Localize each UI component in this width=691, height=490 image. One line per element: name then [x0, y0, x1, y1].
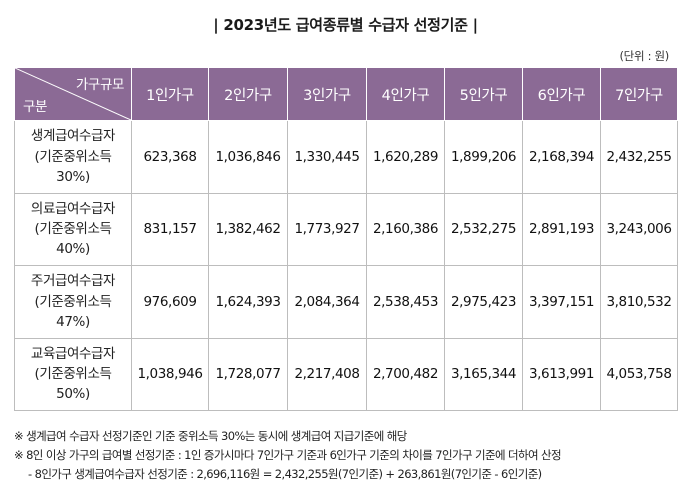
- category-label: 구분: [23, 99, 48, 115]
- value-cell: 4,053,758: [600, 337, 678, 411]
- row-label-line: 생계급여수급자: [30, 128, 116, 145]
- value-cell: 2,160,386: [366, 192, 445, 266]
- footnotes: ※ 생계급여 수급자 선정기준인 기준 중위소득 30%는 동시에 생계급여 지…: [14, 427, 684, 484]
- value-cell: 1,620,289: [366, 120, 445, 194]
- table-row: 교육급여수급자 (기준중위소득 50%) 1,038,946 1,728,077…: [14, 337, 678, 411]
- value-cell: 2,975,423: [444, 265, 523, 339]
- page-title: | 2023년도 급여종류별 수급자 선정기준 |: [213, 16, 478, 34]
- value-cell: 1,899,206: [444, 120, 523, 194]
- row-label: 생계급여수급자 (기준중위소득 30%): [14, 120, 132, 194]
- row-label-line: 50%): [56, 386, 90, 403]
- value-cell: 3,613,991: [522, 337, 601, 411]
- table-row: 주거급여수급자 (기준중위소득 47%) 976,609 1,624,393 2…: [14, 265, 678, 339]
- value-cell: 2,532,275: [444, 192, 523, 266]
- diagonal-divider: [15, 68, 131, 120]
- header-row: 가구규모 구분 1인가구 2인가구 3인가구 4인가구 5인가구 6인가구 7인…: [14, 67, 678, 121]
- household-size-label: 가구규모: [75, 77, 124, 93]
- criteria-table: 가구규모 구분 1인가구 2인가구 3인가구 4인가구 5인가구 6인가구 7인…: [14, 67, 678, 411]
- row-label-line: 의료급여수급자: [30, 200, 116, 217]
- column-header: 4인가구: [366, 67, 445, 121]
- value-cell: 3,810,532: [600, 265, 678, 339]
- value-cell: 1,728,077: [208, 337, 288, 411]
- row-label-line: (기준중위소득: [34, 293, 112, 310]
- value-cell: 2,538,453: [366, 265, 445, 339]
- footnote: ※ 8인 이상 가구의 급여별 선정기준 : 1인 증가시마다 7인가구 기준과…: [14, 448, 562, 462]
- row-label-line: 47%): [56, 313, 90, 330]
- value-cell: 2,700,482: [366, 337, 445, 411]
- value-cell: 2,084,364: [287, 265, 367, 339]
- value-cell: 2,432,255: [600, 120, 678, 194]
- footnote: ※ 생계급여 수급자 선정기준인 기준 중위소득 30%는 동시에 생계급여 지…: [14, 429, 407, 443]
- row-label-line: 40%): [56, 241, 90, 258]
- table-row: 생계급여수급자 (기준중위소득 30%) 623,368 1,036,846 1…: [14, 120, 678, 194]
- table-row: 의료급여수급자 (기준중위소득 40%) 831,157 1,382,462 1…: [14, 192, 678, 266]
- value-cell: 976,609: [131, 265, 209, 339]
- column-header: 3인가구: [287, 67, 367, 121]
- column-header: 7인가구: [600, 67, 678, 121]
- value-cell: 3,165,344: [444, 337, 523, 411]
- corner-header-cell: 가구규모 구분: [14, 67, 132, 121]
- row-label-line: (기준중위소득: [34, 366, 112, 383]
- value-cell: 3,243,006: [600, 192, 678, 266]
- value-cell: 2,891,193: [522, 192, 601, 266]
- value-cell: 1,382,462: [208, 192, 288, 266]
- footnote: - 8인가구 생계급여수급자 선정기준 : 2,696,116원 = 2,432…: [28, 467, 542, 481]
- row-label-line: (기준중위소득: [34, 221, 112, 238]
- column-header: 6인가구: [522, 67, 601, 121]
- row-label-line: 30%): [56, 168, 90, 185]
- value-cell: 1,624,393: [208, 265, 288, 339]
- unit-label: (단위 : 원): [619, 49, 670, 63]
- value-cell: 3,397,151: [522, 265, 601, 339]
- value-cell: 623,368: [131, 120, 209, 194]
- row-label: 교육급여수급자 (기준중위소득 50%): [14, 337, 132, 411]
- row-label-line: 주거급여수급자: [30, 273, 116, 290]
- value-cell: 2,217,408: [287, 337, 367, 411]
- column-header: 2인가구: [208, 67, 288, 121]
- value-cell: 1,330,445: [287, 120, 367, 194]
- row-label-line: (기준중위소득: [34, 148, 112, 165]
- value-cell: 1,038,946: [131, 337, 209, 411]
- value-cell: 2,168,394: [522, 120, 601, 194]
- column-header: 1인가구: [131, 67, 209, 121]
- column-header: 5인가구: [444, 67, 523, 121]
- value-cell: 1,773,927: [287, 192, 367, 266]
- value-cell: 831,157: [131, 192, 209, 266]
- row-label: 주거급여수급자 (기준중위소득 47%): [14, 265, 132, 339]
- row-label: 의료급여수급자 (기준중위소득 40%): [14, 192, 132, 266]
- row-label-line: 교육급여수급자: [30, 345, 116, 362]
- value-cell: 1,036,846: [208, 120, 288, 194]
